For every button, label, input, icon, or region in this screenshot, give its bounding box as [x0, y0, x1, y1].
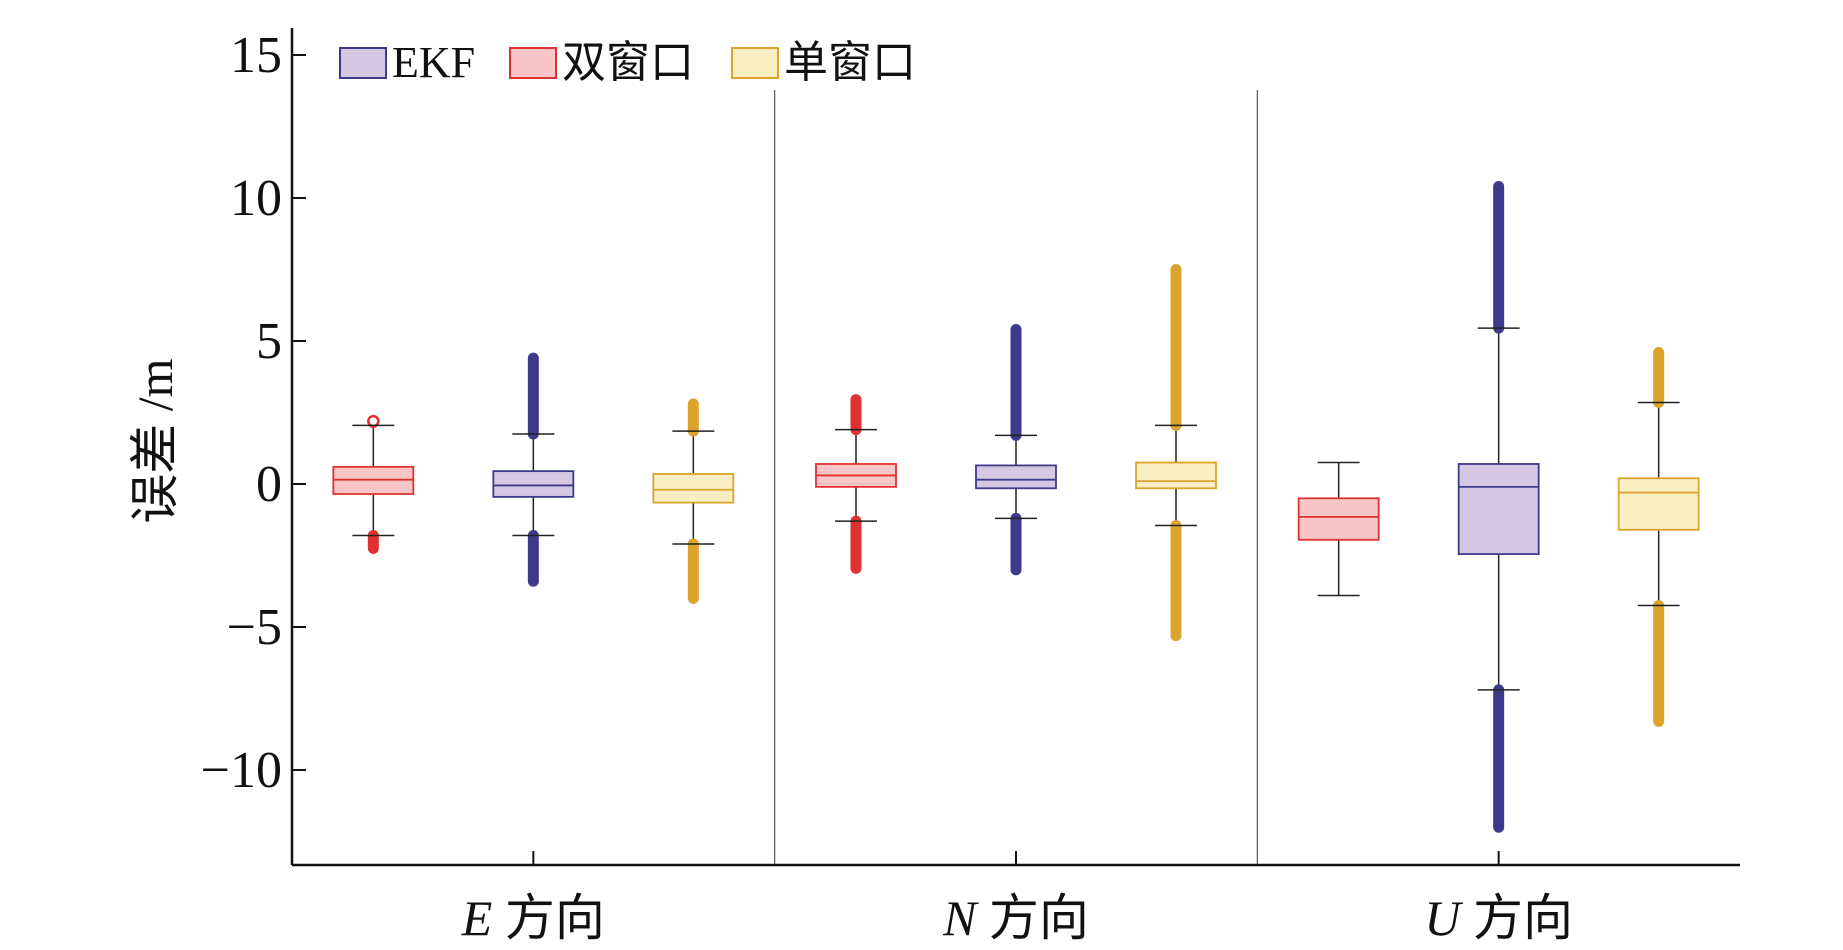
x-category-axis-letter: E: [461, 890, 493, 945]
x-category-axis-letter: U: [1424, 890, 1463, 945]
box-EKF: [1457, 463, 1540, 555]
x-category-suffix: 方向: [1460, 890, 1573, 945]
x-category-label: E 方向: [461, 890, 605, 945]
legend-swatch: [339, 47, 387, 79]
y-tick-label: 0: [256, 456, 282, 513]
box-单窗口: [652, 473, 735, 504]
y-tick-label: 5: [256, 313, 282, 370]
y-tick-label: 10: [230, 170, 282, 227]
box-单窗口: [1617, 477, 1700, 531]
y-axis-label: 误差 /m: [127, 358, 183, 523]
legend-swatch: [509, 47, 557, 79]
box-EKF: [975, 464, 1057, 490]
legend-label: 双窗口: [562, 38, 694, 87]
x-category-axis-letter: N: [942, 890, 979, 945]
outlier-point: [367, 414, 380, 428]
legend-label: EKF: [392, 38, 475, 87]
x-category-label: U 方向: [1424, 890, 1573, 945]
x-category-label: N 方向: [942, 890, 1089, 945]
box-双窗口: [1297, 497, 1380, 541]
legend-swatch: [731, 47, 779, 79]
legend-label: 单窗口: [784, 38, 916, 87]
x-category-suffix: 方向: [976, 890, 1089, 945]
box-单窗口: [1135, 461, 1217, 490]
y-tick-label: −10: [201, 742, 282, 799]
box-EKF: [492, 470, 575, 498]
y-tick-label: −5: [227, 599, 282, 656]
y-tick-label: 15: [230, 27, 282, 84]
x-category-suffix: 方向: [492, 890, 605, 945]
